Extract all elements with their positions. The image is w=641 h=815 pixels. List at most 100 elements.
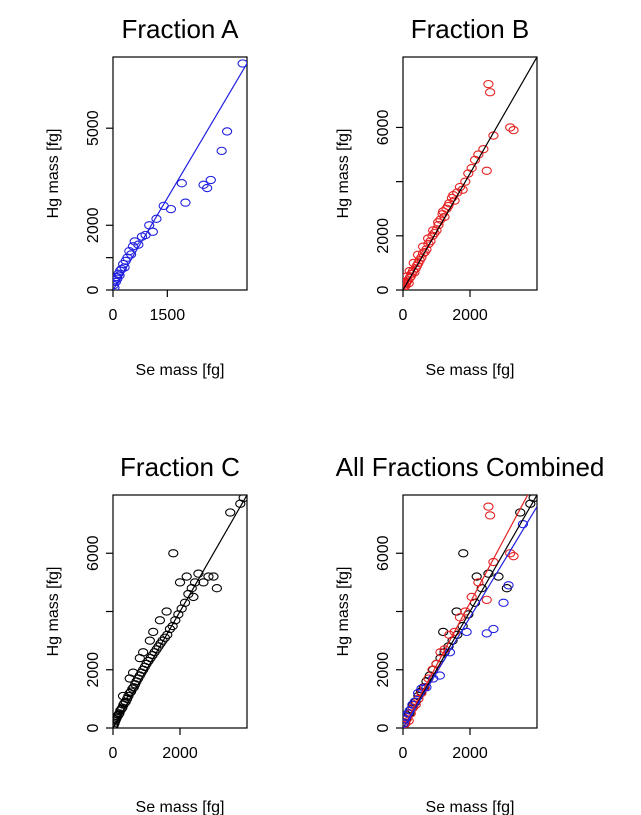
data-point: [443, 201, 454, 211]
y-tick-label: 6000: [85, 535, 102, 571]
x-tick-label: 1500: [150, 307, 186, 324]
regression-line: [403, 57, 537, 290]
scatter-panel-4: All Fractions Combined 0 2000 0 2000 6000 Se m…: [335, 452, 604, 815]
x-tick-label: 0: [109, 307, 118, 324]
data-point: [488, 624, 499, 634]
data-point: [208, 572, 219, 581]
data-point: [460, 177, 471, 186]
data-point: [483, 79, 494, 89]
data-point: [516, 45, 525, 52]
plot-frame: [112, 56, 248, 291]
data-point: [127, 242, 139, 251]
data-point: [127, 684, 138, 693]
data-point: [154, 616, 166, 625]
plot-area: [403, 45, 537, 290]
data-point: [225, 508, 236, 517]
y-tick-label: 6000: [375, 535, 392, 571]
x-tick-label: 2000: [452, 307, 488, 324]
data-point: [237, 59, 247, 68]
data-point: [439, 645, 450, 654]
data-point: [176, 179, 187, 188]
data-point: [449, 627, 460, 637]
data-point: [127, 668, 139, 677]
y-tick-label: 0: [375, 285, 392, 294]
data-point: [203, 572, 214, 581]
data-point: [508, 126, 519, 135]
x-axis-label: Se mass [fg]: [136, 799, 225, 815]
regression-line: [113, 63, 247, 290]
data-point: [438, 627, 449, 637]
data-point: [174, 578, 186, 587]
data-point: [439, 212, 450, 221]
chart-title: Fraction B: [411, 14, 530, 44]
data-point: [202, 183, 213, 193]
x-tick-label: 2000: [162, 745, 198, 762]
data-point: [508, 552, 519, 561]
data-point: [404, 706, 415, 715]
data-point: [221, 127, 233, 136]
data-point: [481, 166, 492, 175]
data-point: [416, 253, 427, 262]
data-point: [151, 214, 162, 223]
data-point: [180, 198, 191, 207]
plot-area: [113, 59, 247, 290]
plot-area: [113, 495, 247, 728]
y-tick-label: 2000: [85, 652, 102, 688]
data-point: [216, 146, 227, 155]
regression-line: [403, 506, 537, 728]
data-point: [421, 245, 432, 254]
data-point: [461, 627, 472, 637]
data-point: [498, 598, 509, 607]
y-tick-label: 0: [85, 285, 102, 294]
data-point: [458, 549, 469, 558]
data-point: [483, 569, 494, 578]
data-point: [526, 48, 535, 55]
data-point: [503, 581, 514, 590]
x-tick-label: 0: [399, 745, 408, 762]
data-point: [193, 569, 204, 578]
data-point: [433, 218, 444, 227]
data-point: [444, 630, 455, 639]
data-point: [493, 572, 504, 581]
data-point: [165, 204, 177, 214]
scatter-panel-1: Fraction A 0 1500 0 2000 5000 Se mass [fg] Hg m…: [45, 14, 248, 379]
data-point: [198, 578, 209, 587]
data-point: [170, 616, 181, 625]
data-point: [148, 627, 159, 637]
y-axis-label: Hg mass [fg]: [335, 129, 352, 219]
x-tick-label: 0: [399, 307, 408, 324]
data-point: [168, 549, 179, 558]
data-point: [181, 572, 192, 581]
data-point: [484, 511, 496, 520]
y-tick-label: 0: [375, 723, 392, 732]
data-point: [469, 155, 481, 165]
data-point: [162, 630, 173, 639]
data-point: [403, 272, 413, 281]
data-point: [117, 691, 129, 701]
data-point: [481, 595, 492, 604]
data-point: [403, 277, 410, 287]
data-point: [147, 227, 158, 236]
chart-title: All Fractions Combined: [336, 452, 605, 482]
data-point: [211, 584, 222, 593]
data-point: [137, 648, 149, 657]
data-point: [167, 621, 178, 631]
data-point: [144, 636, 155, 645]
scatter-panel-3: Fraction C 0 2000 0 2000 6000 Se mass [fg] Hg m…: [45, 452, 248, 815]
x-axis-label: Se mass [fg]: [136, 362, 225, 379]
chart-title: Fraction A: [121, 14, 239, 44]
scatter-panel-2: Fraction B 0 2000 0 2000 6000 Se mass [fg] Hg m…: [335, 14, 538, 379]
data-point: [116, 264, 127, 274]
data-point: [403, 281, 411, 290]
regression-line: [403, 495, 529, 728]
y-tick-label: 5000: [85, 110, 102, 146]
plot-area: [403, 495, 537, 728]
data-point: [161, 607, 172, 616]
x-axis-label: Se mass [fg]: [426, 799, 515, 815]
data-point: [205, 175, 216, 185]
y-tick-label: 2000: [375, 218, 392, 254]
y-axis-label: Hg mass [fg]: [45, 129, 62, 219]
data-point: [444, 648, 456, 657]
regression-line: [113, 495, 247, 728]
